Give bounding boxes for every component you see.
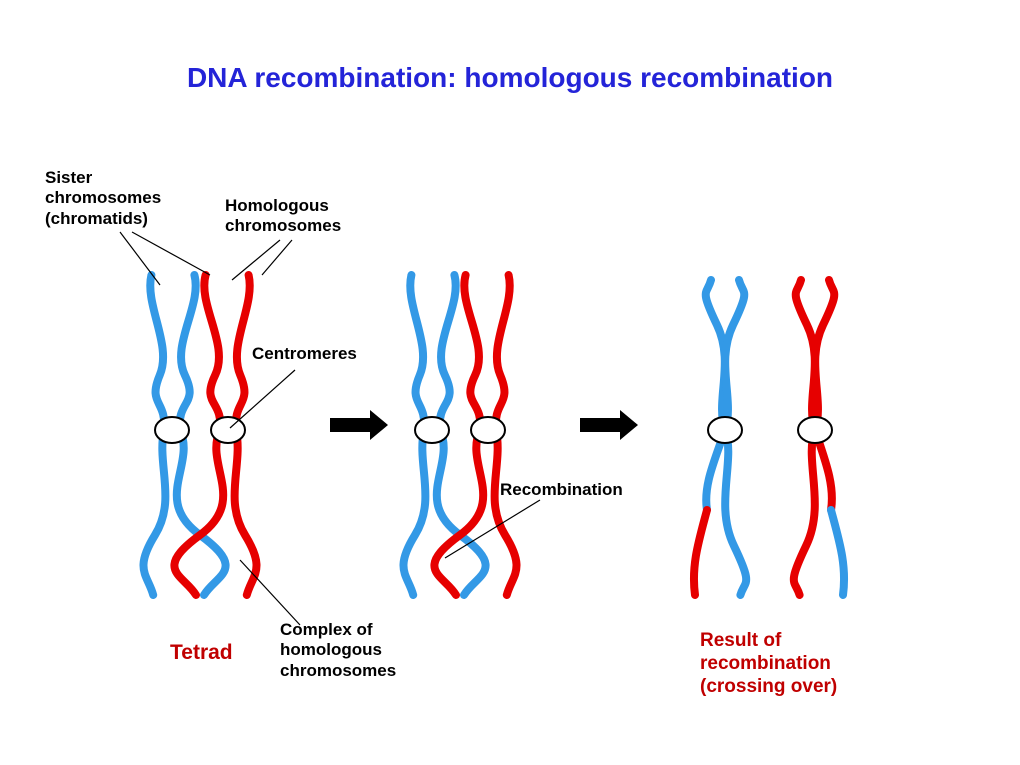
chromatid-arm-recombined (831, 510, 844, 595)
pointer-line (132, 232, 210, 275)
diagram-stage: DNA recombination: homologous recombinat… (0, 0, 1020, 765)
centromere (798, 417, 832, 443)
chromatid-arm (725, 430, 746, 595)
chromatid-arm (794, 430, 815, 595)
centromere (211, 417, 245, 443)
pointer-line (120, 232, 160, 285)
arrow-icon (580, 410, 638, 440)
chromatid-arm (815, 280, 834, 430)
chromatid-arm (725, 280, 744, 430)
pointer-line (262, 240, 292, 275)
centromere (155, 417, 189, 443)
arrow-icon (330, 410, 388, 440)
centromere (708, 417, 742, 443)
centromere (471, 417, 505, 443)
chromosome-figure (0, 0, 1020, 765)
pointer-line (232, 240, 280, 280)
centromere (415, 417, 449, 443)
chromatid-arm-recombined (694, 510, 707, 595)
